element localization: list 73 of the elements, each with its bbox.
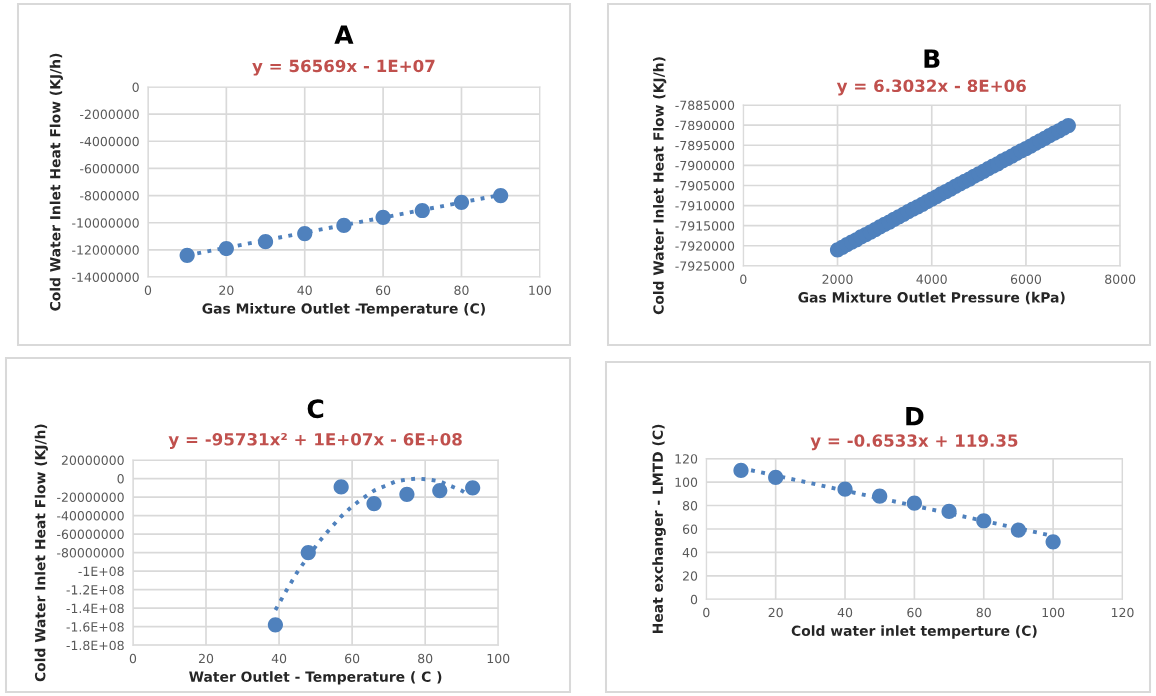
y-axis-title: Cold Water Inlet Heat Flow (KJ/h) bbox=[49, 53, 64, 311]
x-tick-label: 100 bbox=[1042, 607, 1065, 618]
x-tick-label: 40 bbox=[837, 607, 853, 618]
y-tick-label: -1E+08 bbox=[78, 566, 124, 577]
y-tick-label: -8000000 bbox=[80, 191, 139, 201]
y-axis-title: Heat exchanger - LMTD (C) bbox=[652, 424, 666, 634]
x-tick-label: 80 bbox=[418, 653, 433, 664]
y-tick-label: -7885000 bbox=[675, 100, 735, 111]
y-tick-label: -1.2E+08 bbox=[66, 585, 124, 595]
x-tick-label: 40 bbox=[297, 285, 312, 296]
y-tick-label: -2000000 bbox=[80, 109, 139, 120]
chart-subtitle: y = 6.3032x - 8E+06 bbox=[836, 79, 1026, 96]
y-tick-label: 20 bbox=[682, 571, 698, 581]
y-tick-label: 20000000 bbox=[61, 455, 124, 465]
x-axis-title: Water Outlet - Temperature ( C ) bbox=[189, 671, 442, 685]
y-tick-label: -7925000 bbox=[675, 261, 735, 271]
y-tick-label: -7915000 bbox=[675, 221, 735, 231]
y-axis-title: Cold Water Inlet Heat Flow (KJ/h) bbox=[653, 57, 667, 315]
y-axis-title: Cold Water Inlet Heat Flow (KJ/h) bbox=[34, 424, 49, 682]
y-tick-label: -1.6E+08 bbox=[66, 622, 124, 632]
x-tick-label: 80 bbox=[454, 285, 469, 296]
y-tick-label: 80 bbox=[682, 501, 698, 511]
y-tick-label: -7890000 bbox=[675, 120, 735, 131]
x-tick-label: 60 bbox=[376, 285, 391, 296]
chart-title: D bbox=[906, 407, 924, 426]
y-tick-label: -7895000 bbox=[675, 140, 735, 151]
y-tick-label: -4000000 bbox=[80, 136, 139, 147]
y-tick-label: -14000000 bbox=[72, 272, 139, 282]
y-tick-label: -80000000 bbox=[57, 548, 124, 558]
y-tick-label: -1.8E+08 bbox=[66, 640, 124, 651]
x-tick-label: 120 bbox=[1111, 607, 1134, 618]
x-tick-label: 60 bbox=[907, 607, 922, 618]
chart-subtitle: y = -95731x² + 1E+07x - 6E+08 bbox=[168, 432, 462, 449]
y-tick-label: -60000000 bbox=[57, 529, 124, 540]
y-tick-label: 100 bbox=[675, 477, 698, 488]
chart-title: C bbox=[307, 399, 324, 419]
y-tick-label: 0 bbox=[690, 594, 698, 605]
chart-subtitle: y = -0.6533x + 119.35 bbox=[810, 434, 1018, 451]
x-tick-label: 8000 bbox=[1105, 274, 1136, 284]
y-tick-label: -7900000 bbox=[675, 160, 735, 171]
y-tick-label: -6000000 bbox=[80, 163, 139, 174]
chart-title: B bbox=[924, 49, 940, 68]
x-tick-label: 6000 bbox=[1010, 274, 1042, 284]
y-tick-label: -20000000 bbox=[57, 492, 124, 503]
x-tick-label: 60 bbox=[345, 653, 360, 664]
y-tick-label: 40 bbox=[682, 547, 698, 558]
x-tick-label: 20 bbox=[219, 285, 234, 296]
x-tick-label: 40 bbox=[271, 653, 287, 664]
y-tick-label: -1.4E+08 bbox=[66, 603, 124, 614]
x-tick-label: 2000 bbox=[822, 274, 853, 284]
x-tick-label: 100 bbox=[529, 285, 551, 296]
x-axis-title: Gas Mixture Outlet Pressure (kPa) bbox=[798, 291, 1065, 305]
y-tick-label: 60 bbox=[682, 524, 698, 534]
y-tick-label: -12000000 bbox=[72, 245, 139, 255]
x-tick-label: 0 bbox=[740, 274, 747, 284]
y-tick-label: -7920000 bbox=[675, 241, 735, 251]
y-tick-label: -7910000 bbox=[675, 201, 735, 211]
x-tick-label: 4000 bbox=[916, 274, 947, 284]
y-tick-label: -7905000 bbox=[675, 180, 735, 191]
x-tick-label: 80 bbox=[976, 607, 991, 618]
y-tick-label: -40000000 bbox=[57, 511, 124, 521]
y-tick-label: 0 bbox=[117, 474, 124, 484]
y-tick-label: -10000000 bbox=[72, 218, 139, 228]
x-tick-label: 0 bbox=[144, 285, 152, 296]
x-axis-title: Cold water inlet temperture (C) bbox=[791, 625, 1037, 639]
y-tick-label: 120 bbox=[675, 454, 698, 464]
x-tick-label: 20 bbox=[198, 653, 214, 664]
x-tick-label: 100 bbox=[487, 653, 510, 664]
chart-subtitle: y = 56569x - 1E+07 bbox=[252, 59, 435, 76]
y-tick-label: 0 bbox=[132, 82, 139, 92]
x-axis-title: Gas Mixture Outlet -Temperature (C) bbox=[202, 302, 485, 317]
x-tick-label: 20 bbox=[768, 607, 783, 618]
chart-title: A bbox=[334, 25, 354, 44]
